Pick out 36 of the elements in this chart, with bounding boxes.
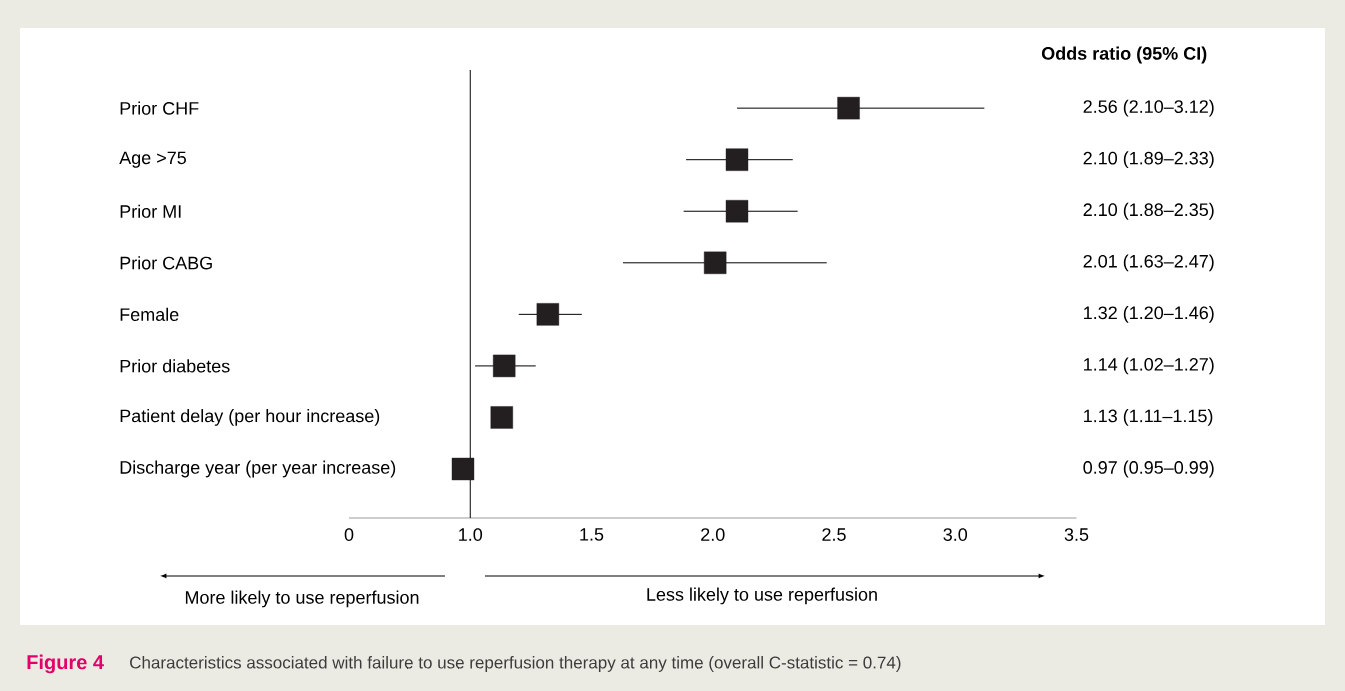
data-label: 1.14 (1.02–1.27) — [1084, 357, 1214, 375]
x-tick-label: 0 — [344, 528, 354, 541]
data-label: 2.56 (2.10–3.12) — [1083, 99, 1214, 117]
point — [837, 96, 860, 120]
x-tick-label: 2.5 — [822, 528, 846, 541]
caption: Figure 4 — [27, 654, 104, 674]
data-label: 2.01 (1.63–2.47) — [1083, 254, 1214, 272]
y-tick-label: Prior CHF — [120, 101, 199, 115]
y-tick-label: Prior MI — [120, 204, 181, 218]
x-tick-label: 1.0 — [459, 528, 483, 541]
data-label: 2.10 (1.88–2.35) — [1083, 202, 1214, 220]
point — [536, 303, 560, 326]
data-label: 1.32 (1.20–1.46) — [1084, 305, 1214, 323]
point — [490, 406, 513, 429]
text: Odds ratio (95% CI) — [1041, 46, 1207, 64]
text: Characteristics associated with failure to use reperfusion therapy at any time (overall C-statistic = 0.74) — [130, 656, 901, 672]
y-tick-label: Prior CABG — [120, 256, 212, 270]
y-tick-label: Female — [120, 307, 179, 321]
data-label: 0.97 (0.95–0.99) — [1083, 460, 1214, 478]
x-tick-label: 3.0 — [943, 528, 968, 541]
y-tick-label: Patient delay (per hour increase) — [120, 409, 380, 426]
x-tick-label: 1.5 — [580, 528, 604, 541]
point — [725, 148, 749, 171]
y-tick-label: Prior diabetes — [120, 359, 230, 373]
x-tick-label: 2.0 — [701, 528, 725, 541]
text: More likely to use reperfusion — [185, 590, 419, 608]
y-tick-label: Age >75 — [119, 151, 186, 168]
x-tick-label: 3.5 — [1064, 528, 1089, 541]
point — [493, 354, 516, 378]
point — [703, 251, 727, 274]
data-label: 2.10 (1.89–2.33) — [1083, 151, 1214, 169]
point — [725, 200, 749, 223]
point — [451, 457, 475, 481]
y-tick-label: Discharge year (per year increase) — [120, 460, 396, 478]
text: Less likely to use reperfusion — [647, 587, 877, 605]
data-label: 1.13 (1.11–1.15) — [1084, 409, 1213, 426]
